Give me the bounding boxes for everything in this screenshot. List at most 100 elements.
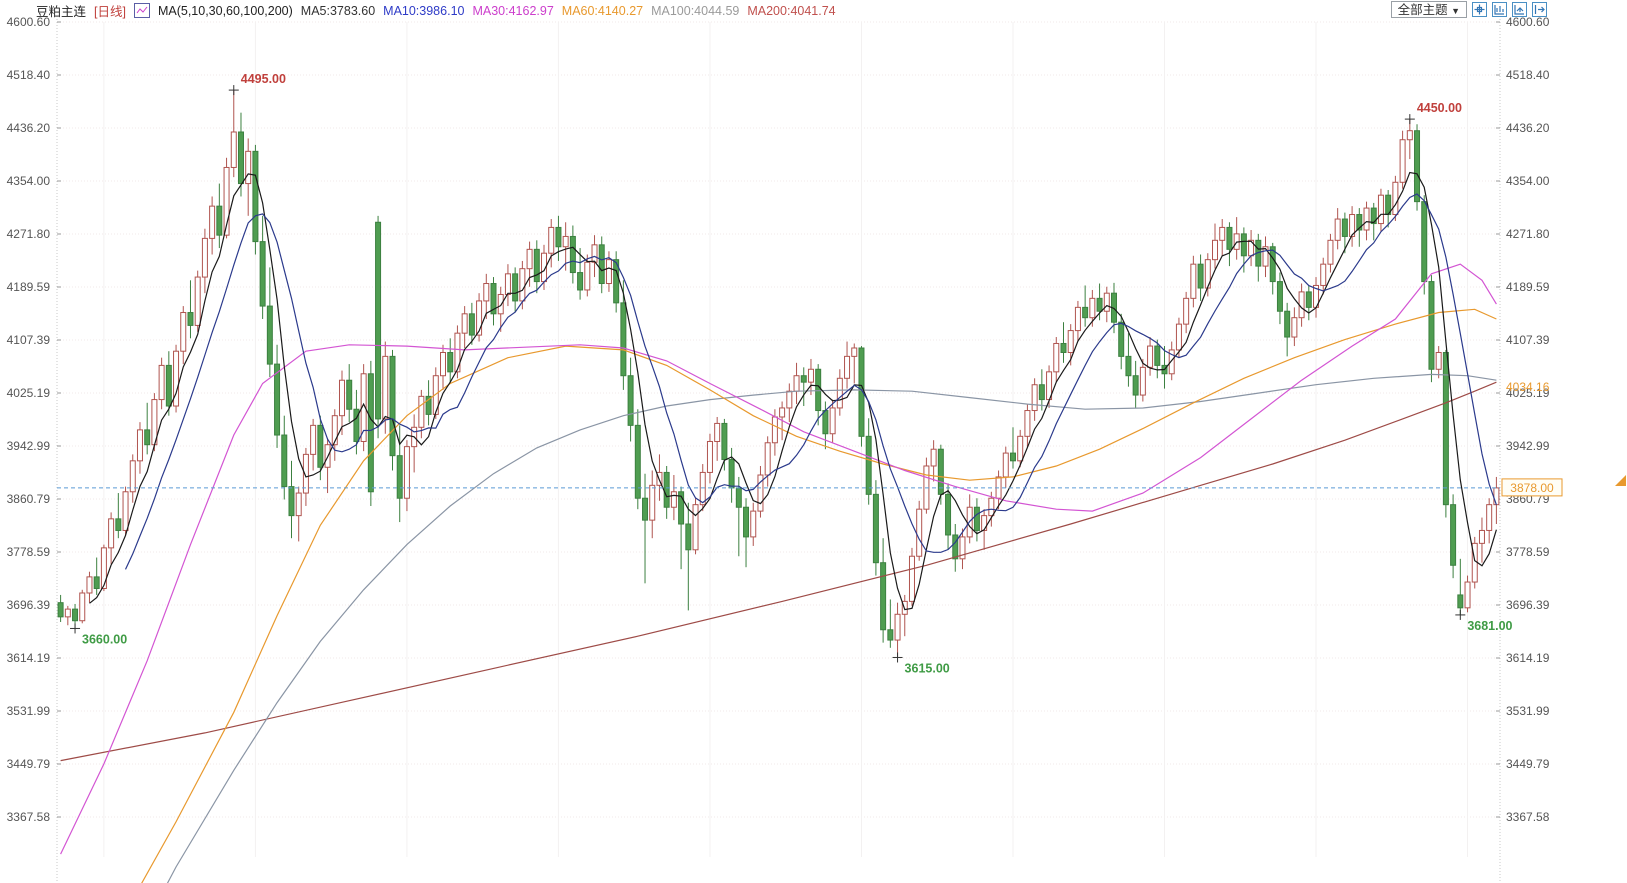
candle-body[interactable] bbox=[1457, 594, 1464, 609]
candle-body[interactable] bbox=[894, 613, 901, 641]
candle-body[interactable] bbox=[331, 415, 338, 446]
candle-body[interactable] bbox=[375, 221, 382, 420]
candle-body[interactable] bbox=[1276, 281, 1283, 312]
candle-body[interactable] bbox=[281, 434, 288, 488]
candle-body[interactable] bbox=[173, 350, 180, 407]
candle-body[interactable] bbox=[194, 276, 201, 326]
candle-body[interactable] bbox=[490, 283, 497, 315]
candle-body[interactable] bbox=[584, 261, 591, 291]
candle-body[interactable] bbox=[1060, 342, 1067, 354]
candle-body[interactable] bbox=[187, 312, 194, 326]
candle-body[interactable] bbox=[1154, 345, 1161, 366]
candle-body[interactable] bbox=[663, 471, 670, 508]
candle-body[interactable] bbox=[1103, 292, 1110, 312]
candle-body[interactable] bbox=[1291, 317, 1298, 338]
candle-body[interactable] bbox=[136, 429, 143, 462]
candle-body[interactable] bbox=[180, 312, 187, 352]
theme-dropdown[interactable]: 全部主题 ▼ bbox=[1390, 1, 1467, 18]
candle-body[interactable] bbox=[555, 226, 562, 248]
candle-body[interactable] bbox=[1118, 321, 1125, 357]
period-label[interactable]: [日线] bbox=[94, 5, 126, 19]
candle-body[interactable] bbox=[627, 375, 634, 426]
candle-body[interactable] bbox=[678, 491, 685, 525]
candle-body[interactable] bbox=[129, 460, 136, 493]
candle-body[interactable] bbox=[930, 448, 937, 467]
candle-body[interactable] bbox=[454, 332, 461, 373]
candle-body[interactable] bbox=[418, 395, 425, 428]
candle-body[interactable] bbox=[245, 150, 252, 185]
candle-body[interactable] bbox=[1363, 207, 1370, 231]
candle-body[interactable] bbox=[945, 493, 952, 536]
candle-body[interactable] bbox=[750, 510, 757, 538]
candle-body[interactable] bbox=[779, 407, 786, 418]
candle-body[interactable] bbox=[598, 244, 605, 285]
candle-body[interactable] bbox=[793, 375, 800, 392]
candle-body[interactable] bbox=[1067, 330, 1074, 354]
candle-body[interactable] bbox=[1226, 226, 1233, 250]
candle-body[interactable] bbox=[526, 248, 533, 270]
candle-body[interactable] bbox=[1327, 239, 1334, 265]
candle-body[interactable] bbox=[613, 259, 620, 304]
candle-body[interactable] bbox=[158, 364, 165, 401]
candle-body[interactable] bbox=[1175, 323, 1182, 351]
candle-body[interactable] bbox=[1190, 263, 1197, 299]
candle-body[interactable] bbox=[800, 375, 807, 383]
candle-body[interactable] bbox=[786, 390, 793, 409]
candle-body[interactable] bbox=[1464, 581, 1471, 609]
axis-scale-icon[interactable] bbox=[1492, 2, 1507, 17]
candle-body[interactable] bbox=[447, 352, 454, 373]
candle-body[interactable] bbox=[844, 355, 851, 379]
candle-body[interactable] bbox=[973, 506, 980, 531]
candle-body[interactable] bbox=[1147, 345, 1154, 368]
candle-body[interactable] bbox=[1017, 435, 1024, 462]
candle-body[interactable] bbox=[1399, 139, 1406, 183]
candle-body[interactable] bbox=[1240, 233, 1247, 257]
line-chart-icon[interactable] bbox=[133, 3, 150, 18]
candle-body[interactable] bbox=[144, 429, 151, 446]
candle-body[interactable] bbox=[86, 576, 93, 594]
candle-body[interactable] bbox=[591, 244, 598, 263]
candle-body[interactable] bbox=[1219, 226, 1226, 241]
candle-body[interactable] bbox=[1370, 207, 1377, 225]
candle-body[interactable] bbox=[1450, 504, 1457, 566]
candle-body[interactable] bbox=[829, 407, 836, 435]
candle-body[interactable] bbox=[1478, 529, 1485, 544]
candle-body[interactable] bbox=[1428, 281, 1435, 370]
candle-body[interactable] bbox=[512, 273, 519, 302]
candle-body[interactable] bbox=[476, 300, 483, 336]
candle-body[interactable] bbox=[1132, 375, 1139, 396]
candle-body[interactable] bbox=[1053, 342, 1060, 373]
candle-body[interactable] bbox=[1168, 349, 1175, 375]
candle-body[interactable] bbox=[569, 235, 576, 274]
candle-body[interactable] bbox=[851, 347, 858, 357]
candle-body[interactable] bbox=[259, 241, 266, 307]
candle-body[interactable] bbox=[115, 518, 122, 531]
candle-body[interactable] bbox=[353, 408, 360, 442]
candle-body[interactable] bbox=[93, 576, 100, 589]
candle-body[interactable] bbox=[1038, 384, 1045, 401]
candle-body[interactable] bbox=[548, 226, 555, 254]
candle-body[interactable] bbox=[605, 259, 612, 285]
candle-body[interactable] bbox=[685, 523, 692, 551]
candle-body[interactable] bbox=[988, 497, 995, 517]
candle-body[interactable] bbox=[1320, 263, 1327, 286]
candle-body[interactable] bbox=[346, 379, 353, 410]
candle-body[interactable] bbox=[577, 272, 584, 291]
candle-body[interactable] bbox=[1183, 297, 1190, 325]
candle-body[interactable] bbox=[714, 422, 721, 442]
candle-body[interactable] bbox=[252, 150, 259, 243]
candle-body[interactable] bbox=[1406, 130, 1413, 141]
candle-body[interactable] bbox=[1356, 214, 1363, 231]
candle-body[interactable] bbox=[692, 504, 699, 551]
instrument-name[interactable]: 豆粕主连 bbox=[36, 5, 87, 19]
candle-body[interactable] bbox=[237, 131, 244, 185]
candle-body[interactable] bbox=[562, 235, 569, 248]
candle-body[interactable] bbox=[483, 283, 490, 302]
candle-body[interactable] bbox=[771, 416, 778, 444]
candle-body[interactable] bbox=[389, 355, 396, 457]
candle-body[interactable] bbox=[887, 629, 894, 641]
candle-body[interactable] bbox=[338, 379, 345, 417]
candle-body[interactable] bbox=[1096, 297, 1103, 312]
candle-body[interactable] bbox=[764, 442, 771, 476]
candle-body[interactable] bbox=[440, 352, 447, 377]
